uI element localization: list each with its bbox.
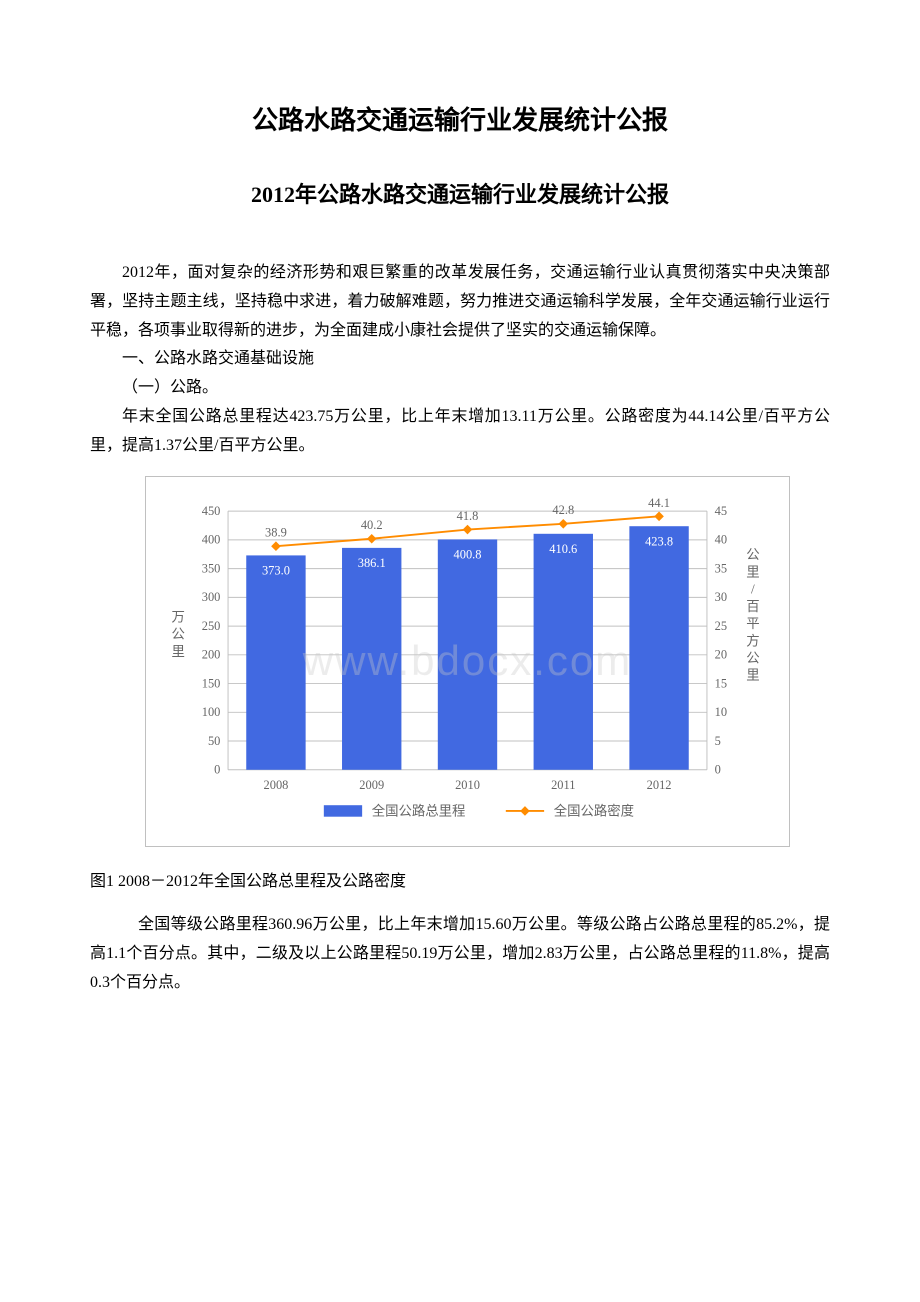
subsection-header-1: （一）公路。 bbox=[90, 374, 830, 403]
svg-text:45: 45 bbox=[715, 504, 727, 518]
svg-text:10: 10 bbox=[715, 705, 727, 719]
svg-text:386.1: 386.1 bbox=[358, 556, 386, 570]
main-title: 公路水路交通运输行业发展统计公报 bbox=[90, 100, 830, 137]
svg-text:2012: 2012 bbox=[647, 778, 672, 792]
svg-text:350: 350 bbox=[202, 561, 221, 575]
svg-text:15: 15 bbox=[715, 676, 727, 690]
svg-text:30: 30 bbox=[715, 590, 727, 604]
svg-text:42.8: 42.8 bbox=[552, 503, 574, 517]
svg-text:里: 里 bbox=[746, 667, 759, 682]
svg-text:2009: 2009 bbox=[359, 778, 384, 792]
svg-text:300: 300 bbox=[202, 590, 221, 604]
svg-text:40: 40 bbox=[715, 532, 727, 546]
svg-text:公: 公 bbox=[746, 547, 759, 562]
sub-title: 2012年公路水路交通运输行业发展统计公报 bbox=[90, 177, 830, 209]
svg-text:20: 20 bbox=[715, 647, 727, 661]
svg-text:里: 里 bbox=[746, 564, 759, 579]
chart-caption: 图1 2008－2012年全国公路总里程及公路密度 bbox=[90, 867, 830, 891]
svg-text:平: 平 bbox=[746, 616, 759, 631]
svg-text:373.0: 373.0 bbox=[262, 563, 290, 577]
svg-text:40.2: 40.2 bbox=[361, 518, 383, 532]
svg-text:2008: 2008 bbox=[264, 778, 289, 792]
svg-text:200: 200 bbox=[202, 647, 221, 661]
svg-text:0: 0 bbox=[715, 762, 721, 776]
svg-text:44.1: 44.1 bbox=[648, 495, 670, 509]
chart-container: www.bdocx.com 00505100101501520020250253… bbox=[145, 476, 790, 848]
svg-text:400: 400 bbox=[202, 532, 221, 546]
paragraph-2: 年末全国公路总里程达423.75万公里，比上年末增加13.11万公里。公路密度为… bbox=[90, 403, 830, 461]
svg-text:25: 25 bbox=[715, 619, 727, 633]
paragraph-3: 全国等级公路里程360.96万公里，比上年末增加15.60万公里。等级公路占公路… bbox=[90, 911, 830, 997]
svg-text:5: 5 bbox=[715, 733, 721, 747]
svg-text:百: 百 bbox=[746, 598, 759, 613]
svg-text:全国公路密度: 全国公路密度 bbox=[554, 802, 634, 818]
svg-text:100: 100 bbox=[202, 705, 221, 719]
chart-svg: 0 0 50 5 100 10 150 15 200 20 250 25 300 30 350 35 400 40… bbox=[161, 492, 774, 837]
svg-text:公: 公 bbox=[746, 650, 759, 665]
svg-text:/: / bbox=[751, 581, 755, 596]
svg-text:2010: 2010 bbox=[455, 778, 480, 792]
svg-text:万: 万 bbox=[172, 609, 185, 624]
svg-text:2011: 2011 bbox=[551, 778, 575, 792]
svg-text:全国公路总里程: 全国公路总里程 bbox=[372, 802, 466, 818]
svg-text:35: 35 bbox=[715, 561, 727, 575]
svg-text:450: 450 bbox=[202, 504, 221, 518]
svg-text:公: 公 bbox=[172, 626, 185, 641]
svg-text:50: 50 bbox=[208, 733, 220, 747]
svg-text:410.6: 410.6 bbox=[549, 542, 577, 556]
intro-paragraph: 2012年，面对复杂的经济形势和艰巨繁重的改革发展任务，交通运输行业认真贯彻落实… bbox=[90, 259, 830, 345]
svg-text:400.8: 400.8 bbox=[454, 547, 482, 561]
svg-text:方: 方 bbox=[746, 633, 759, 648]
svg-text:250: 250 bbox=[202, 619, 221, 633]
svg-text:0: 0 bbox=[214, 762, 220, 776]
svg-text:里: 里 bbox=[172, 643, 185, 658]
svg-text:41.8: 41.8 bbox=[457, 509, 479, 523]
svg-text:423.8: 423.8 bbox=[645, 534, 673, 548]
section-header-1: 一、公路水路交通基础设施 bbox=[90, 345, 830, 374]
svg-text:150: 150 bbox=[202, 676, 221, 690]
svg-text:38.9: 38.9 bbox=[265, 525, 287, 539]
